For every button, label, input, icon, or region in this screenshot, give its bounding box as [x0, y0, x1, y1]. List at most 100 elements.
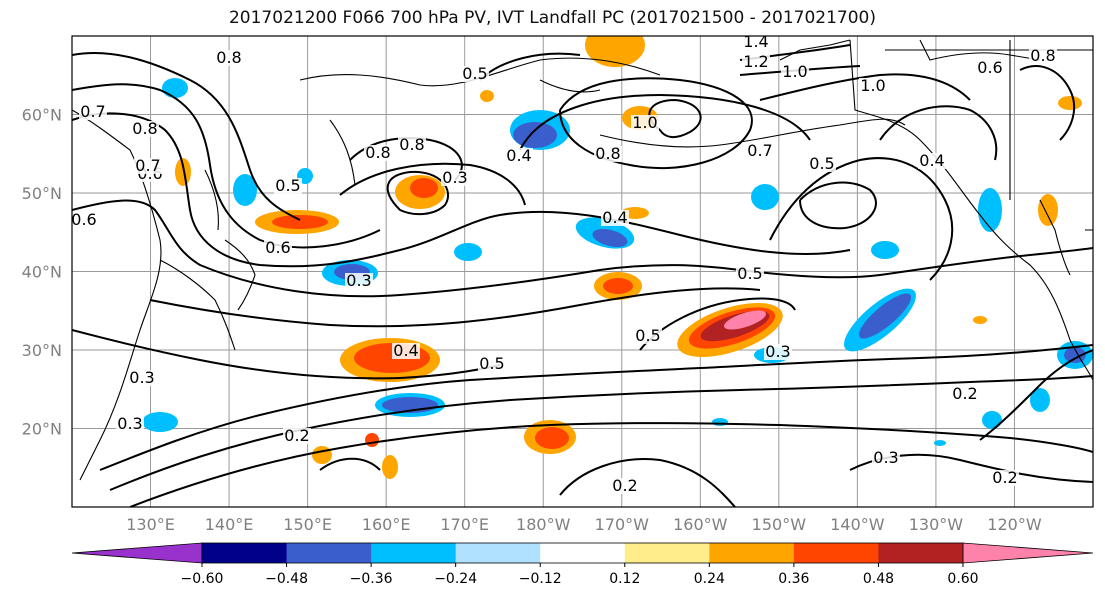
contour-label-bg: [398, 137, 426, 153]
graticule: [72, 36, 1093, 507]
negative-anomaly: [592, 228, 628, 248]
longitude-tick-label: 140°E: [205, 515, 254, 534]
contour-label-bg: [215, 50, 243, 66]
positive-anomaly: [1058, 96, 1082, 110]
longitude-tick-label: 170°W: [595, 515, 650, 534]
contour-label-bg: [264, 240, 292, 256]
contour-value-label: 0.4: [506, 146, 531, 165]
negative-anomaly: [1030, 388, 1050, 412]
contour-value-label: 0.8: [1030, 46, 1055, 65]
contour-value-label: 0.2: [284, 426, 309, 445]
contour-label-bg: [742, 34, 770, 50]
contour-value-label: 0.3: [765, 342, 790, 361]
colorbar-tick-label: 0.48: [863, 571, 894, 587]
contour-value-label: 0.5: [462, 64, 487, 83]
contour-label-bg: [991, 470, 1019, 486]
contour-value-label: 0.6: [265, 238, 290, 257]
latitude-labels: 20°N 30°N 40°N 50°N 60°N: [22, 106, 62, 439]
colorbar-segment: [709, 543, 795, 563]
negative-anomaly: [978, 188, 1002, 232]
contour-value-label: 0.7: [135, 156, 160, 175]
contour-value-label: 1.2: [743, 52, 768, 71]
contour-label-bg: [594, 146, 622, 162]
colorbar-extend-high: [962, 542, 1094, 564]
contour-value-label: 0.6: [71, 210, 96, 229]
contour-label-bg: [764, 344, 792, 360]
contour-label-bg: [634, 328, 662, 344]
contour-label-bg: [976, 60, 1004, 76]
contour-value-label: 0.2: [992, 468, 1017, 487]
longitude-tick-label: 130°W: [909, 515, 964, 534]
contour-label-bg: [79, 104, 107, 120]
contour-value-label: 1.0: [782, 62, 807, 81]
contour-label-bg: [478, 356, 506, 372]
contour-value-label: 0.4: [919, 151, 944, 170]
contour-label-bg: [70, 212, 98, 228]
colorbar-tick-label: 0.24: [694, 571, 725, 587]
contour-value-label: 0.2: [952, 384, 977, 403]
contour-label-bg: [1029, 48, 1057, 64]
contour-label-bg: [274, 178, 302, 194]
contour-value-label: 0.7: [80, 102, 105, 121]
contour-label-bg: [461, 66, 489, 82]
colorbar-frame: [201, 542, 964, 564]
longitude-tick-label: 140°W: [830, 515, 885, 534]
latitude-tick-label: 40°N: [22, 263, 62, 282]
negative-anomaly: [858, 293, 912, 339]
positive-anomaly: [585, 36, 645, 67]
contour-label-bg: [918, 153, 946, 169]
colorbar-tick-label: 0.12: [609, 571, 640, 587]
contour-value-label: 0.8: [132, 119, 157, 138]
longitude-labels: 130°E 140°E 150°E 160°E 170°E 180°W 170°W 160°W…: [126, 515, 1042, 534]
negative-anomaly: [162, 78, 188, 98]
contour-value-label: 0.2: [612, 476, 637, 495]
contour-value-label: 0.7: [747, 141, 772, 160]
contour-value-label: 0.5: [635, 326, 660, 345]
contour-value-label: 0.3: [873, 448, 898, 467]
contour-label-bg: [781, 64, 809, 80]
contour-value-label: 0.4: [602, 208, 627, 227]
longitude-tick-label: 150°E: [283, 515, 332, 534]
contour-value-label: 0.3: [129, 368, 154, 387]
map-frame: [71, 35, 1094, 508]
negative-anomaly: [871, 241, 899, 259]
contour-value-label: 0.5: [275, 176, 300, 195]
contour-value-label: 0.6: [977, 58, 1002, 77]
positive-anomaly: [535, 427, 569, 449]
latitude-tick-label: 20°N: [22, 420, 62, 439]
positive-anomaly: [723, 310, 767, 330]
pv-shading: [142, 36, 1093, 479]
contour-labels: 0.8 1.41.2 1.0 0.6 0.7 0.8 0.5 0.6 0.4 0.8 0.8 1.0 0…: [70, 32, 1057, 495]
positive-anomaly: [272, 215, 328, 229]
positive-anomaly: [1038, 194, 1058, 226]
colorbar-extend-low: [71, 542, 203, 564]
colorbar-tick-label: −0.60: [181, 571, 224, 587]
colorbar-tick-label: 0.60: [947, 571, 978, 587]
contour-value-label: 1.4: [743, 32, 768, 51]
colorbar-segment: [793, 543, 879, 563]
contour-label-bg: [364, 145, 392, 161]
negative-anomaly: [982, 411, 1002, 429]
positive-anomaly: [480, 90, 494, 102]
colorbar-tick-label: −0.48: [265, 571, 308, 587]
longitude-tick-label: 120°W: [987, 515, 1042, 534]
colorbar-tick-label: 0.36: [778, 571, 809, 587]
colorbar-tick-label: −0.12: [519, 571, 562, 587]
negative-anomaly: [513, 122, 557, 148]
colorbar-segment: [878, 543, 964, 563]
contour-value-label: 0.3: [117, 414, 142, 433]
colorbar-segment: [624, 543, 710, 563]
contour-label-bg: [505, 148, 533, 164]
contour-label-bg: [283, 428, 311, 444]
contour-value-label: 0.5: [809, 154, 834, 173]
map-title: 2017021200 F066 700 hPa PV, IVT Landfall…: [228, 8, 876, 28]
negative-anomaly: [934, 440, 946, 446]
contour-value-label: 0.3: [346, 271, 371, 290]
positive-anomaly: [603, 278, 633, 294]
contour-label-bg: [128, 370, 156, 386]
contour-value-label: 0.8: [216, 48, 241, 67]
coastlines: [72, 39, 1093, 481]
positive-anomaly: [312, 446, 332, 464]
colorbar-segment: [455, 543, 541, 563]
